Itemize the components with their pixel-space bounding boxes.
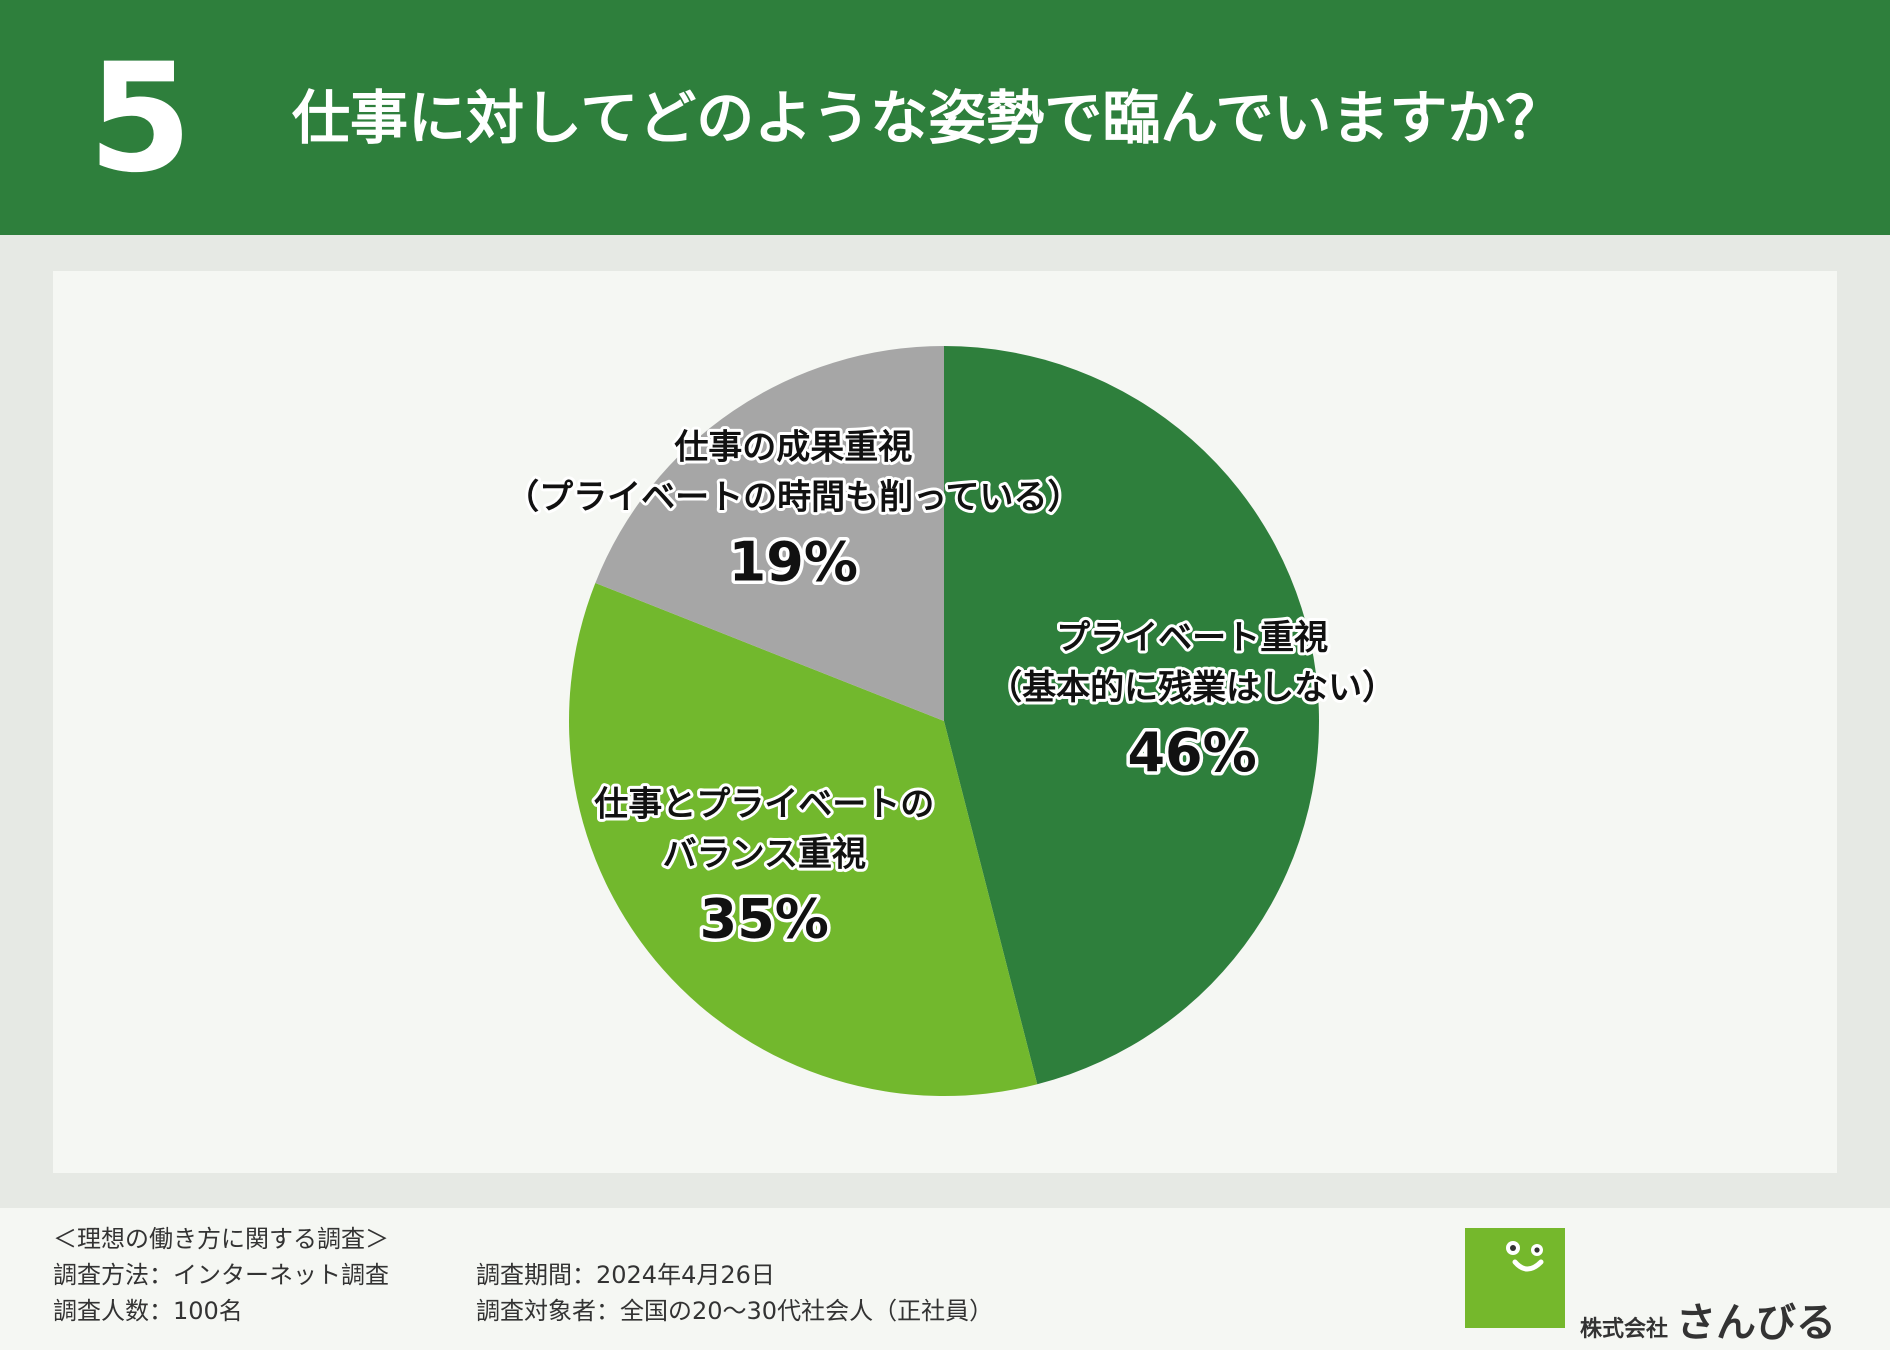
slice-value-3: 19% — [729, 531, 858, 594]
pie-slice-2 — [569, 582, 1038, 1096]
slice-label-2-line-1: 仕事とプライベートの — [594, 784, 934, 824]
survey-target: 調査対象者：全国の20〜30代社会人（正社員） — [476, 1297, 994, 1325]
survey-period: 調査期間：2024年4月26日 — [476, 1261, 775, 1289]
smiley-icon — [1506, 1241, 1544, 1272]
header-bar: 5 仕事に対してどのような姿勢で臨んでいますか？ — [0, 0, 1890, 235]
logo-mark — [1465, 1228, 1565, 1328]
chart-panel: プライベート重視 （基本的に残業はしない） 46% 仕事とプライベートの バランス重視 3… — [53, 271, 1837, 1173]
slice-label-2-line-2: バランス重視 — [663, 834, 866, 874]
question-title: 仕事に対してどのような姿勢で臨んでいますか？ — [292, 84, 1564, 152]
company-logo: 株式会社 さんびる — [1580, 1290, 1836, 1348]
slice-value-2: 35% — [700, 887, 829, 950]
slice-label-3-line-2: （プライベートの時間も削っている） — [505, 478, 1081, 518]
logo-brand: さんびる — [1676, 1300, 1837, 1346]
pie-slice-1 — [944, 346, 1319, 1085]
logo-corp: 株式会社 — [1580, 1317, 1669, 1342]
slice-label-3-line-1: 仕事の成果重視 — [674, 428, 912, 468]
survey-method: 調査方法：インターネット調査 — [53, 1261, 389, 1289]
survey-respondents: 調査人数：100名 — [53, 1297, 243, 1325]
slice-label-1-line-2: （基本的に残業はしない） — [988, 668, 1396, 708]
survey-title: ＜理想の働き方に関する調査＞ — [53, 1225, 389, 1253]
slice-label-1-line-1: プライベート重視 — [1056, 618, 1328, 658]
slice-value-1: 46% — [1127, 721, 1256, 784]
pie-slice-3 — [595, 346, 944, 721]
footer: ＜理想の働き方に関する調査＞ 調査方法：インターネット調査 調査人数：100名 … — [0, 1208, 1890, 1350]
question-number: 5 — [88, 32, 193, 206]
